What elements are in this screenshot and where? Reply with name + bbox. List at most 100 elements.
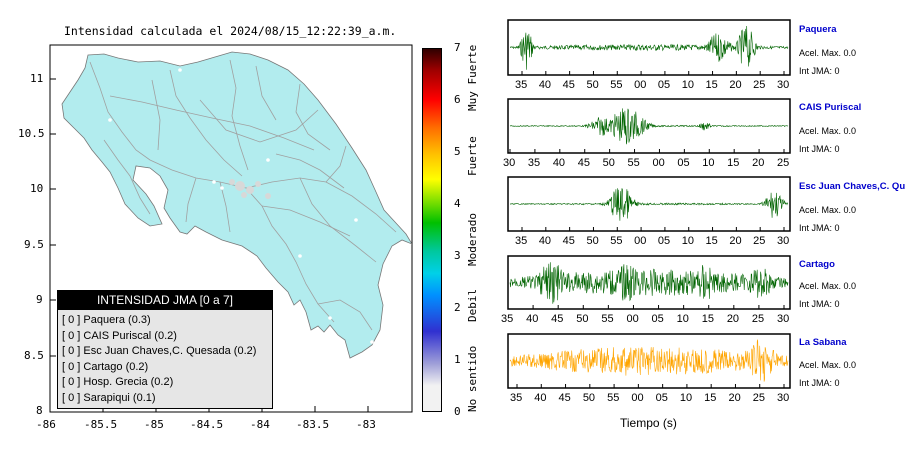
waveform-tick-label: 30 — [777, 235, 790, 247]
waveform-tick-label: 10 — [681, 235, 694, 247]
waveform-tick-label: 20 — [728, 392, 741, 404]
waveform-tick-label: 45 — [562, 235, 575, 247]
legend-title: INTENSIDAD JMA [0 a 7] — [58, 291, 272, 310]
waveform-tick-label: 20 — [729, 79, 742, 91]
waveform-tick-label: 20 — [726, 313, 740, 325]
waveform-panels — [507, 19, 791, 389]
legend-item-paquera: [ 0 ] Paquera (0.3) — [62, 314, 151, 326]
waveform-tick-label: 05 — [651, 313, 664, 325]
waveform-tick-label: 25 — [753, 79, 766, 91]
waveform-tick-label: 45 — [562, 79, 575, 91]
waveform-tick-label: 40 — [526, 313, 539, 325]
colorbar-tick: 4 — [454, 197, 461, 210]
acel-max-cartago: Acel. Max. 0.0 — [799, 281, 857, 291]
waveform-tick-label: 10 — [679, 392, 693, 404]
waveform-tick-label: 15 — [705, 79, 718, 91]
waveform-tick-label: 40 — [534, 392, 547, 404]
station-name-cartago: Cartago — [799, 259, 835, 270]
map-title: Intensidad calculada el 2024/08/15_12:22… — [64, 24, 397, 38]
waveform-tick-label: 45 — [551, 313, 564, 325]
waveform-tick-label: 50 — [576, 313, 589, 325]
x-tick-label: -83.5 — [296, 418, 330, 431]
int-jma-la-sabana: Int JMA: 0 — [799, 378, 840, 388]
legend-item-sarapiqui: [ 0 ] Sarapiqui (0.1) — [62, 391, 156, 404]
waveform-tick-label: 20 — [752, 157, 765, 169]
int-jma-quesada: Int JMA: 0 — [799, 223, 840, 233]
y-tick-label: 8 — [36, 404, 43, 417]
waveform-tick-label: 15 — [727, 157, 740, 169]
waveform-tick-label: 05 — [677, 157, 690, 169]
acel-max-la-sabana: Acel. Max. 0.0 — [799, 360, 857, 370]
waveform-tick-label: 00 — [631, 392, 644, 404]
waveform-puriscal — [507, 98, 791, 154]
station-markers — [108, 68, 374, 344]
waveform-tick-label: 00 — [652, 157, 665, 169]
waveform-tick-label: 35 — [515, 79, 528, 91]
station-name-puriscal: CAIS Puriscal — [799, 102, 862, 113]
waveform-tick-label: 00 — [634, 235, 647, 247]
colorbar-tick: 2 — [454, 301, 461, 314]
waveform-tick-label: 25 — [777, 157, 790, 169]
colorbar-tick: 7 — [454, 41, 461, 54]
y-tick-label: 8.5 — [24, 349, 44, 362]
waveform-tick-label: 55 — [610, 79, 623, 91]
waveform-tick-label: 00 — [634, 79, 647, 91]
y-tick-label: 11 — [30, 72, 44, 85]
legend-item-cartago: [ 0 ] Cartago (0.2) — [62, 360, 149, 373]
x-tick-label: -86 — [36, 418, 56, 431]
waveform-tick-label: 35 — [515, 235, 528, 247]
acel-max-quesada: Acel. Max. 0.0 — [799, 205, 857, 215]
urban-area — [229, 179, 271, 199]
waveform-tick-label: 40 — [538, 235, 552, 247]
waveform-tick-label: 20 — [729, 235, 742, 247]
waveform-tick-label: 55 — [607, 392, 620, 404]
waveform-tick-label: 30 — [503, 157, 516, 169]
int-jma-paquera: Int JMA: 0 — [799, 66, 840, 76]
station-name-quesada: Esc Juan Chaves,C. Qu — [799, 181, 906, 192]
x-tick-label: -85.5 — [84, 418, 118, 431]
x-tick-label: -84.5 — [190, 418, 224, 431]
waveform-trace — [509, 339, 789, 382]
waveform-tick-label: 50 — [602, 157, 615, 169]
waveform-tick-label: 40 — [552, 157, 566, 169]
waveform-tick-label: 30 — [777, 313, 790, 325]
colorbar-tick: 1 — [454, 353, 461, 366]
road-network — [89, 59, 397, 331]
waveform-tick-label: 00 — [626, 313, 639, 325]
waveform-tick-label: 45 — [558, 392, 571, 404]
waveform-trace — [509, 262, 789, 304]
waveform-tick-label: 40 — [538, 79, 552, 91]
x-tick-label: -83 — [356, 418, 376, 431]
waveform-tick-label: 35 — [527, 157, 541, 169]
waveform-tick-label: 10 — [702, 157, 715, 169]
x-tick-label: -84 — [250, 418, 270, 431]
waveform-tick-label: 25 — [752, 392, 765, 404]
intensity-legend: INTENSIDAD JMA [0 a 7] [ 0 ] Paquera (0.… — [57, 290, 273, 409]
waveform-tick-label: 50 — [582, 392, 596, 404]
intensity-colorbar — [422, 48, 442, 412]
waveform-tick-label: 45 — [577, 157, 590, 169]
legend-item-grecia: [ 0 ] Hosp. Grecia (0.2) — [62, 376, 174, 388]
waveform-tick-label: 55 — [627, 157, 640, 169]
waveform-tick-label: 50 — [586, 235, 599, 247]
waveform-tick-label: 50 — [586, 79, 599, 91]
waveform-tick-label: 35 — [510, 392, 523, 404]
waveform-trace — [509, 108, 789, 145]
acel-max-paquera: Acel. Max. 0.0 — [799, 48, 857, 58]
waveform-tick-label: 55 — [610, 235, 623, 247]
waveform-tick-label: 05 — [657, 79, 671, 91]
station-name-la-sabana: La Sabana — [799, 337, 847, 348]
y-tick-label: 9.5 — [24, 238, 44, 251]
waveform-tick-label: 05 — [655, 392, 668, 404]
int-jma-puriscal: Int JMA: 0 — [799, 144, 840, 154]
legend-item-quesada: [ 0 ] Esc Juan Chaves,C. Quesada (0.2) — [62, 345, 257, 357]
legend-item-puriscal: [ 0 ] CAIS Puriscal (0.2) — [62, 329, 177, 342]
waveform-cartago — [507, 255, 791, 310]
waveform-tick-label: 15 — [704, 392, 717, 404]
waveform-tick-label: 10 — [681, 79, 694, 91]
colorbar-tick: 3 — [454, 249, 461, 262]
waveform-la-sabana — [507, 333, 791, 389]
waveform-tick-label: 05 — [657, 235, 671, 247]
waveform-tick-label: 35 — [501, 313, 514, 325]
